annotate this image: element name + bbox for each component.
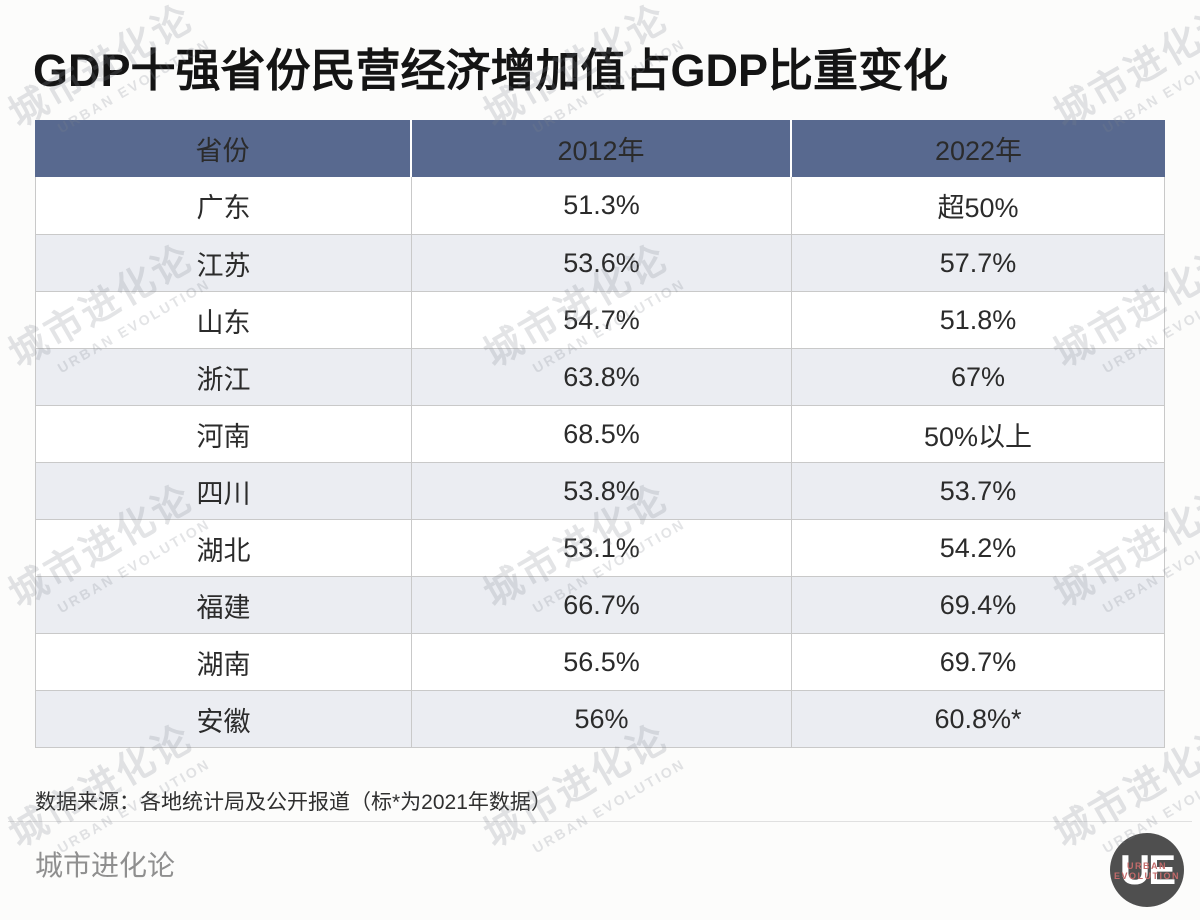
brand-logo: UE URBAN EVOLUTION: [1110, 833, 1184, 907]
cell-province: 浙江: [196, 364, 251, 395]
table-header: 省份 2012年 2022年: [35, 120, 1165, 177]
table-row: 湖北 53.1% 54.2%: [36, 519, 1164, 576]
table-row: 安徽 56% 60.8%*: [36, 690, 1164, 747]
table-row: 福建 66.7% 69.4%: [36, 576, 1164, 633]
table-row: 山东 54.7% 51.8%: [36, 291, 1164, 348]
cell-province: 四川: [196, 478, 251, 509]
cell-province: 湖南: [196, 649, 251, 680]
cell-2012: 53.1%: [411, 520, 791, 576]
cell-2012: 53.8%: [411, 463, 791, 519]
cell-2012: 66.7%: [411, 577, 791, 633]
cell-2022: 69.7%: [791, 634, 1164, 690]
source-note: 数据来源：各地统计局及公开报道（标*为2021年数据）: [35, 791, 552, 814]
table-body: 广东 51.3% 超50% 江苏 53.6% 57.7% 山东 54.7% 51…: [35, 177, 1165, 748]
table-row: 广东 51.3% 超50%: [36, 177, 1164, 234]
cell-2022: 50%以上: [791, 406, 1164, 462]
cell-province: 广东: [196, 193, 251, 223]
cell-2012: 54.7%: [411, 292, 791, 348]
cell-province: 福建: [196, 592, 251, 623]
logo-ue-text: UE: [1119, 846, 1176, 893]
footer-divider: [8, 821, 1192, 822]
cell-2012: 68.5%: [411, 406, 791, 462]
cell-2012: 56%: [411, 691, 791, 747]
table-row: 江苏 53.6% 57.7%: [36, 234, 1164, 291]
cell-2022: 53.7%: [791, 463, 1164, 519]
header-cell-2012: 2012年: [410, 120, 790, 177]
brand-name: 城市进化论: [35, 850, 176, 881]
watermark-cn: 城市进化论: [1047, 0, 1200, 136]
cell-2022: 57.7%: [791, 235, 1164, 291]
data-table: 省份 2012年 2022年 广东 51.3% 超50% 江苏 53.6% 57…: [35, 120, 1165, 748]
cell-2022: 60.8%*: [791, 691, 1164, 747]
logo-caption-line1: URBAN: [1127, 861, 1167, 871]
cell-province: 河南: [196, 421, 251, 452]
logo-caption: URBAN EVOLUTION: [1110, 861, 1184, 881]
page-title: GDP十强省份民营经济增加值占GDP比重变化: [33, 45, 949, 96]
cell-2022: 67%: [791, 349, 1164, 405]
table-row: 河南 68.5% 50%以上: [36, 405, 1164, 462]
logo-caption-line2: EVOLUTION: [1113, 871, 1180, 881]
cell-province: 江苏: [196, 250, 251, 281]
header-cell-province: 省份: [195, 136, 250, 166]
cell-2022: 54.2%: [791, 520, 1164, 576]
watermark-en: URBAN EVOLUTION: [529, 755, 689, 857]
cell-2022: 超50%: [791, 177, 1164, 234]
cell-province: 安徽: [196, 706, 251, 737]
cell-2012: 63.8%: [411, 349, 791, 405]
cell-province: 湖北: [196, 535, 251, 566]
table-row: 浙江 63.8% 67%: [36, 348, 1164, 405]
cell-2012: 51.3%: [411, 177, 791, 234]
table-row: 四川 53.8% 53.7%: [36, 462, 1164, 519]
table-row: 湖南 56.5% 69.7%: [36, 633, 1164, 690]
cell-2022: 69.4%: [791, 577, 1164, 633]
header-cell-2022: 2022年: [790, 120, 1165, 177]
cell-2012: 53.6%: [411, 235, 791, 291]
cell-2022: 51.8%: [791, 292, 1164, 348]
cell-province: 山东: [196, 307, 251, 338]
cell-2012: 56.5%: [411, 634, 791, 690]
